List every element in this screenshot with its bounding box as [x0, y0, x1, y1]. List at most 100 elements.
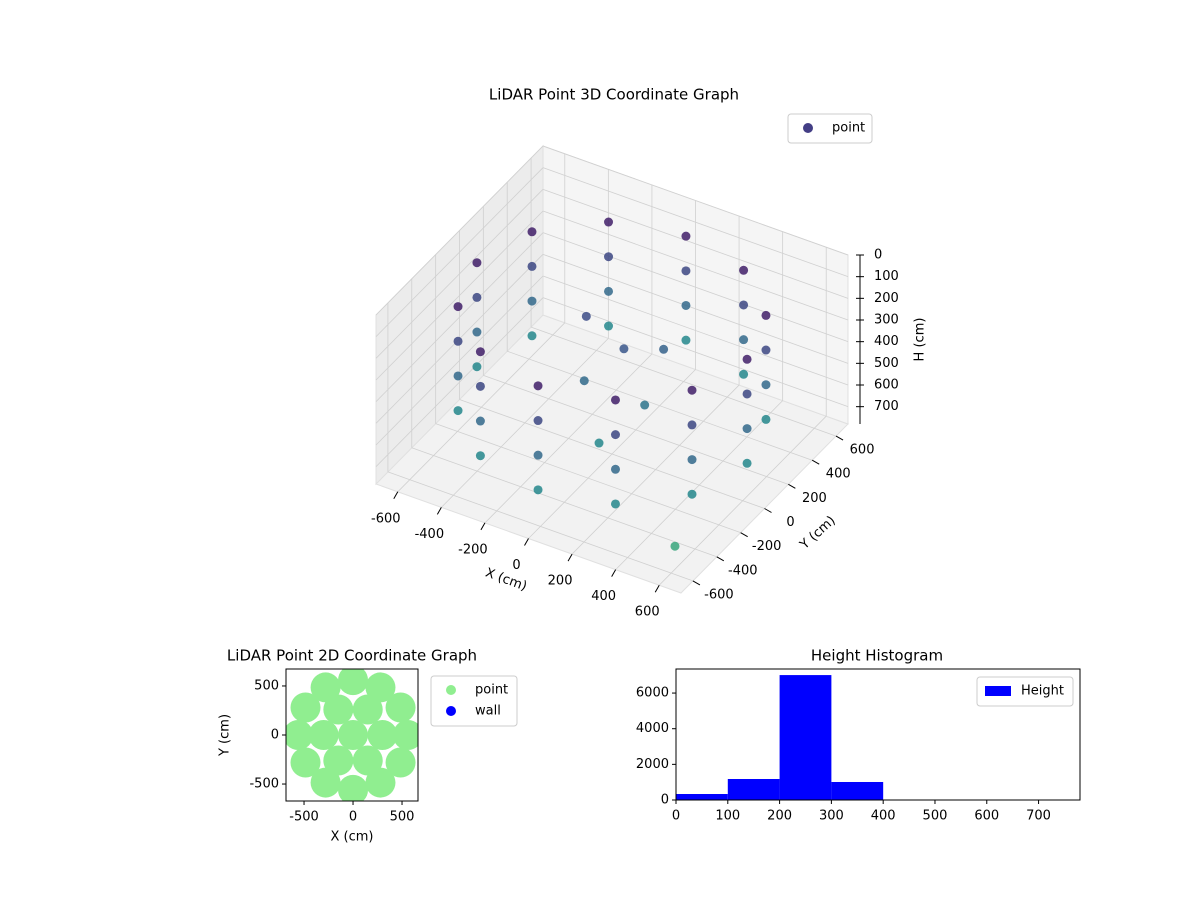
plot-2d: -500 0 500 -500 0 500 X (cm) Y (cm) point wall [218, 668, 518, 845]
point [472, 362, 482, 372]
point [527, 296, 537, 306]
point [610, 395, 620, 405]
z-tick-label: 300 [874, 313, 899, 328]
x-tick-label: 0 [512, 558, 520, 573]
y-tick-label: -600 [704, 587, 734, 602]
point [352, 694, 383, 725]
grid-line [542, 145, 849, 256]
y-tick-label: 2000 [636, 757, 669, 772]
z-tick-label: 500 [874, 356, 899, 371]
point [640, 400, 650, 410]
grid-line [411, 447, 717, 558]
x-tick-label: 500 [923, 809, 948, 824]
grid-line [375, 232, 544, 402]
grid-line [542, 232, 849, 343]
point [670, 541, 680, 551]
x-tick-label: -200 [458, 542, 488, 557]
point [739, 300, 749, 310]
point [453, 336, 463, 346]
point [687, 489, 697, 499]
point [594, 438, 604, 448]
grid-line [542, 210, 849, 321]
point [742, 389, 752, 399]
point [581, 311, 591, 321]
grid-line [542, 167, 849, 278]
legend-label: point [832, 121, 865, 136]
y-tick-label: -200 [752, 539, 782, 554]
point [681, 266, 691, 276]
point [687, 420, 697, 430]
x-tick-label: -500 [289, 810, 319, 825]
grid-line [483, 374, 789, 485]
point [365, 672, 396, 703]
point [472, 258, 482, 268]
y-tick [692, 580, 701, 586]
point [310, 672, 341, 703]
point [610, 464, 620, 474]
point [687, 455, 697, 465]
legend-label: point [475, 683, 508, 698]
y-tick-label: 400 [826, 467, 851, 482]
x-tick-label: 400 [871, 809, 896, 824]
point [604, 321, 614, 331]
grid-line [375, 297, 544, 467]
x-tick [436, 507, 442, 515]
point [290, 747, 321, 778]
point [533, 416, 543, 426]
point [338, 669, 369, 696]
z-tick-label: 400 [874, 334, 899, 349]
point [453, 302, 463, 312]
point [739, 265, 749, 275]
y-tick [788, 483, 796, 489]
y-axis-label: Y (cm) [797, 513, 839, 553]
point [619, 344, 629, 354]
x-tick [524, 538, 529, 546]
axes-frame [675, 668, 1081, 801]
x-tick-label: 100 [715, 809, 740, 824]
legend-swatch [985, 686, 1011, 696]
legend-box [787, 113, 873, 144]
x-tick [393, 491, 399, 500]
bar [727, 779, 780, 800]
point [687, 385, 697, 395]
point [527, 227, 537, 237]
point [453, 371, 463, 381]
z-tick-label: 700 [874, 399, 899, 414]
grid-line [387, 471, 694, 582]
grid-line [435, 423, 741, 534]
y-tick [835, 435, 844, 441]
point [472, 327, 482, 337]
legend-marker [446, 685, 456, 695]
grid-line [542, 297, 849, 408]
point [290, 692, 321, 723]
point [742, 424, 752, 434]
point [392, 720, 418, 750]
z-axis-label: H (cm) [913, 318, 928, 362]
x-tick-label: 700 [1026, 809, 1051, 824]
x-tick [480, 522, 486, 531]
y-tick [716, 556, 725, 562]
point [367, 720, 398, 750]
point [385, 747, 416, 778]
x-tick-label: 400 [591, 589, 616, 604]
y-tick-label: 500 [254, 678, 279, 693]
point [533, 485, 543, 495]
grid-line [375, 145, 544, 316]
point [742, 458, 752, 468]
y-axis-label: Y (cm) [218, 714, 233, 757]
y-tick [811, 459, 820, 465]
points [286, 669, 418, 801]
y-tick-label: 600 [850, 443, 875, 458]
legend-box [976, 676, 1074, 707]
y-tick-label: -500 [249, 777, 279, 792]
point [761, 345, 771, 355]
grid-line [375, 210, 544, 381]
point [604, 217, 614, 227]
y-tick-label: 0 [786, 515, 794, 530]
point [533, 381, 543, 391]
point [475, 416, 485, 426]
grid-line [542, 253, 849, 364]
x-tick-label: 600 [974, 809, 999, 824]
point [472, 292, 482, 302]
